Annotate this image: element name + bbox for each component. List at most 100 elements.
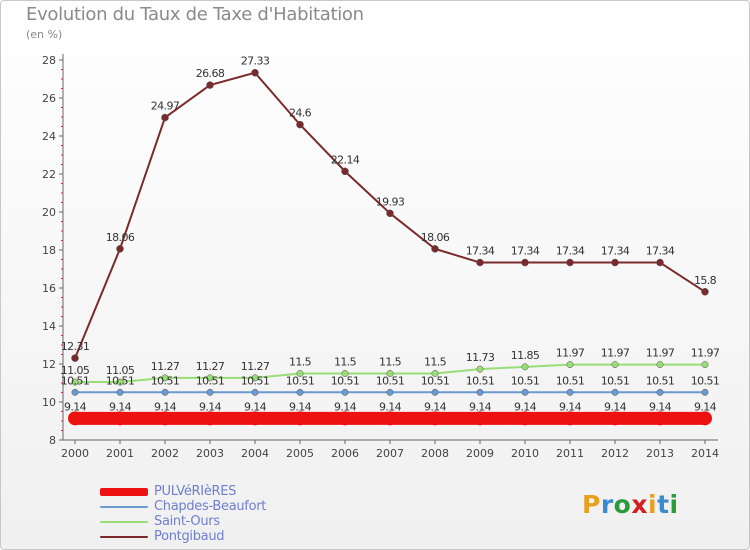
data-label: 9.14 bbox=[469, 400, 492, 413]
data-label: 18.06 bbox=[106, 231, 135, 244]
data-label: 9.14 bbox=[109, 400, 132, 413]
data-label: 10.51 bbox=[556, 374, 585, 387]
logo-letter: t bbox=[657, 490, 670, 519]
data-point bbox=[611, 258, 619, 267]
data-label: 11.27 bbox=[196, 360, 225, 373]
data-point bbox=[521, 258, 529, 267]
data-point bbox=[113, 411, 127, 426]
data-point bbox=[203, 411, 217, 426]
data-point bbox=[161, 113, 169, 122]
data-label: 10.51 bbox=[286, 374, 315, 387]
data-point bbox=[566, 258, 574, 267]
data-label: 11.5 bbox=[334, 356, 357, 369]
y-tick-label: 24 bbox=[42, 130, 56, 143]
data-point bbox=[656, 258, 664, 267]
data-point bbox=[251, 374, 259, 382]
data-point bbox=[431, 370, 439, 377]
data-point bbox=[653, 411, 667, 426]
data-label: 9.14 bbox=[64, 400, 87, 413]
x-tick-label: 2001 bbox=[106, 447, 134, 460]
data-label: 11.27 bbox=[241, 360, 270, 373]
data-point bbox=[521, 388, 529, 396]
x-tick-label: 2005 bbox=[286, 447, 314, 460]
x-tick-label: 2014 bbox=[691, 447, 719, 460]
data-label: 9.14 bbox=[244, 400, 267, 413]
chart-legend: PULVéRIèRES Chapdes-Beaufort Saint-Ours Pon… bbox=[100, 484, 266, 544]
data-label: 9.14 bbox=[289, 400, 312, 413]
data-point bbox=[248, 411, 262, 426]
data-label: 9.14 bbox=[514, 400, 537, 413]
data-label: 10.51 bbox=[151, 374, 180, 387]
data-label: 17.34 bbox=[466, 245, 495, 258]
x-tick-label: 2006 bbox=[331, 447, 359, 460]
data-label: 17.34 bbox=[556, 245, 585, 258]
legend-item: PULVéRIèRES bbox=[100, 484, 266, 499]
data-point bbox=[161, 374, 169, 382]
data-label: 11.05 bbox=[61, 364, 90, 377]
data-point bbox=[518, 411, 532, 426]
data-point bbox=[293, 411, 307, 426]
data-label: 11.97 bbox=[691, 347, 720, 360]
data-label: 10.51 bbox=[331, 374, 360, 387]
data-point bbox=[698, 411, 712, 426]
data-point bbox=[656, 361, 664, 369]
data-point bbox=[338, 411, 352, 426]
legend-item: Chapdes-Beaufort bbox=[100, 499, 266, 514]
y-tick-label: 18 bbox=[42, 244, 56, 257]
x-tick-label: 2010 bbox=[511, 447, 539, 460]
legend-swatch bbox=[100, 487, 148, 496]
data-label: 11.97 bbox=[601, 347, 630, 360]
data-point bbox=[386, 209, 394, 218]
data-point bbox=[116, 245, 124, 253]
data-label: 24.6 bbox=[289, 107, 312, 120]
x-tick-label: 2004 bbox=[241, 447, 269, 460]
data-label: 9.14 bbox=[694, 400, 717, 413]
x-tick-label: 2008 bbox=[421, 447, 449, 460]
data-label: 11.73 bbox=[466, 351, 495, 364]
data-label: 24.97 bbox=[151, 100, 180, 113]
data-label: 9.14 bbox=[604, 400, 627, 413]
data-label: 10.51 bbox=[511, 374, 540, 387]
data-label: 10.51 bbox=[196, 374, 225, 387]
y-tick-label: 14 bbox=[42, 320, 56, 333]
data-point bbox=[566, 388, 574, 396]
data-point bbox=[71, 388, 79, 396]
data-point bbox=[116, 388, 124, 396]
y-tick-label: 10 bbox=[42, 396, 56, 409]
data-label: 10.51 bbox=[466, 374, 495, 387]
data-label: 18.06 bbox=[421, 231, 450, 244]
x-tick-label: 2013 bbox=[646, 447, 674, 460]
data-point bbox=[608, 411, 622, 426]
data-label: 10.51 bbox=[61, 374, 90, 387]
data-label: 11.97 bbox=[646, 347, 675, 360]
data-point bbox=[116, 378, 124, 386]
data-label: 10.51 bbox=[106, 374, 135, 387]
data-point bbox=[296, 370, 304, 377]
data-label: 17.34 bbox=[646, 245, 675, 258]
logo-letter: i bbox=[648, 490, 658, 519]
data-point bbox=[701, 388, 709, 396]
logo-letter: i bbox=[669, 490, 679, 519]
data-label: 10.51 bbox=[601, 374, 630, 387]
y-tick-label: 20 bbox=[42, 206, 56, 219]
data-label: 9.14 bbox=[199, 400, 222, 413]
data-label: 17.34 bbox=[511, 245, 540, 258]
data-point bbox=[611, 361, 619, 369]
data-point bbox=[341, 370, 349, 377]
data-point bbox=[206, 388, 214, 396]
y-tick-label: 26 bbox=[42, 92, 56, 105]
data-point bbox=[431, 388, 439, 396]
data-label: 9.14 bbox=[154, 400, 177, 413]
data-point bbox=[473, 411, 487, 426]
data-point bbox=[563, 411, 577, 426]
data-point bbox=[158, 411, 172, 426]
data-point bbox=[611, 388, 619, 396]
data-point bbox=[566, 361, 574, 369]
data-point bbox=[71, 354, 79, 362]
y-tick-label: 22 bbox=[42, 168, 56, 181]
logo-letter: o bbox=[613, 490, 632, 519]
data-label: 11.5 bbox=[289, 356, 312, 369]
proxiti-logo: Proxiti bbox=[582, 490, 679, 519]
y-tick-label: 28 bbox=[42, 54, 56, 67]
